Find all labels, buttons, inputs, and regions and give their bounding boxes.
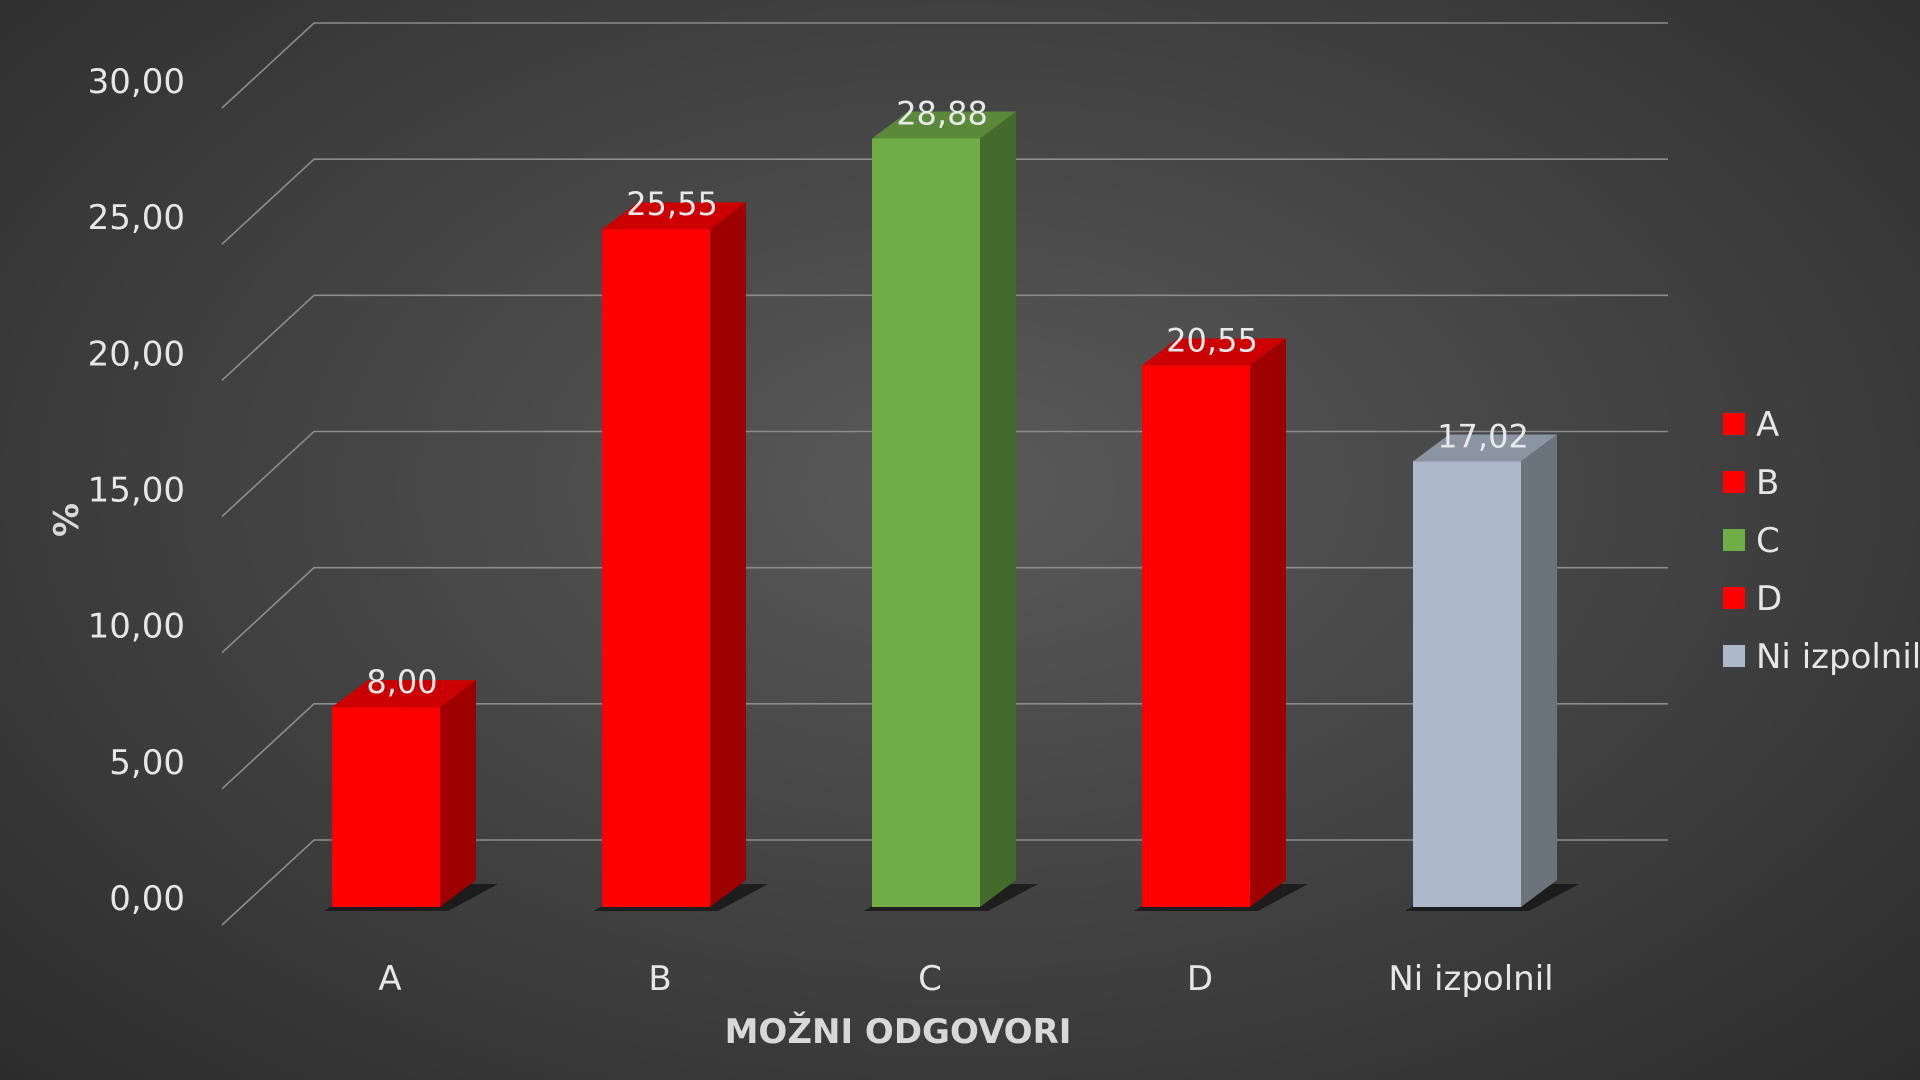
y-tick-label: 0,00: [109, 879, 185, 919]
bar-front: [602, 229, 710, 907]
bar: [594, 202, 768, 911]
legend-label: B: [1756, 463, 1779, 503]
legend-item: C: [1723, 521, 1780, 561]
bar-top: [872, 111, 1016, 139]
gridline: [221, 158, 1668, 245]
bar-top: [1142, 338, 1286, 366]
legend-swatch: [1723, 645, 1745, 667]
y-tick-label: 5,00: [109, 743, 185, 783]
legend-item: B: [1723, 463, 1779, 503]
y-tick-label: 20,00: [88, 334, 185, 374]
y-tick-label: 25,00: [88, 198, 185, 238]
legend-label: A: [1756, 405, 1779, 445]
x-tick-label: B: [648, 959, 671, 999]
bar-front: [872, 138, 980, 907]
legend-label: C: [1756, 521, 1780, 561]
data-label: 28,88: [896, 95, 988, 133]
y-axis-ticks: 0,00 5,00 10,00 15,00 20,00 25,00 30,00: [88, 62, 185, 919]
bar-top: [332, 680, 476, 708]
gridlines: [221, 22, 1668, 926]
legend-item: Ni izpolnil: [1723, 637, 1920, 677]
gridline: [221, 22, 1668, 109]
bar: [1134, 338, 1308, 911]
bar-front: [1142, 365, 1250, 908]
data-label: 8,00: [366, 663, 437, 701]
legend-item: D: [1723, 579, 1782, 619]
data-labels: 8,00 25,55 28,88 20,55 17,02: [366, 95, 1528, 702]
data-label: 25,55: [626, 185, 718, 223]
x-axis-ticks: A B C D Ni izpolnil: [378, 959, 1553, 999]
bar-side: [1250, 338, 1286, 908]
legend-swatch: [1723, 471, 1745, 493]
bar-top: [1413, 434, 1557, 462]
bar: [324, 680, 498, 911]
bar-side: [710, 202, 746, 907]
bar-front: [332, 707, 440, 907]
legend-swatch: [1723, 587, 1745, 609]
data-label: 20,55: [1166, 321, 1258, 359]
x-tick-label: D: [1187, 959, 1213, 999]
legend-label: Ni izpolnil: [1756, 637, 1920, 677]
x-tick-label: Ni izpolnil: [1388, 959, 1553, 999]
legend-swatch: [1723, 413, 1745, 435]
legend-item: A: [1723, 405, 1779, 445]
y-tick-label: 15,00: [88, 471, 185, 511]
bar-top: [602, 202, 746, 230]
y-tick-label: 30,00: [88, 62, 185, 102]
x-axis-title: MOŽNI ODGOVORI: [725, 1011, 1072, 1052]
legend-label: D: [1756, 579, 1782, 619]
y-axis-title: %: [47, 503, 87, 537]
bar-side: [980, 111, 1016, 907]
legend-swatch: [1723, 529, 1745, 551]
gridline: [221, 294, 1668, 381]
x-tick-label: A: [378, 959, 401, 999]
bars: [324, 111, 1579, 911]
bar-side: [1521, 434, 1557, 907]
x-tick-label: C: [918, 959, 942, 999]
data-label: 17,02: [1437, 417, 1529, 455]
bar-front: [1413, 461, 1521, 907]
bar: [1405, 434, 1579, 911]
bar-side: [440, 680, 476, 907]
bar: [864, 111, 1038, 911]
y-tick-label: 10,00: [88, 607, 185, 647]
